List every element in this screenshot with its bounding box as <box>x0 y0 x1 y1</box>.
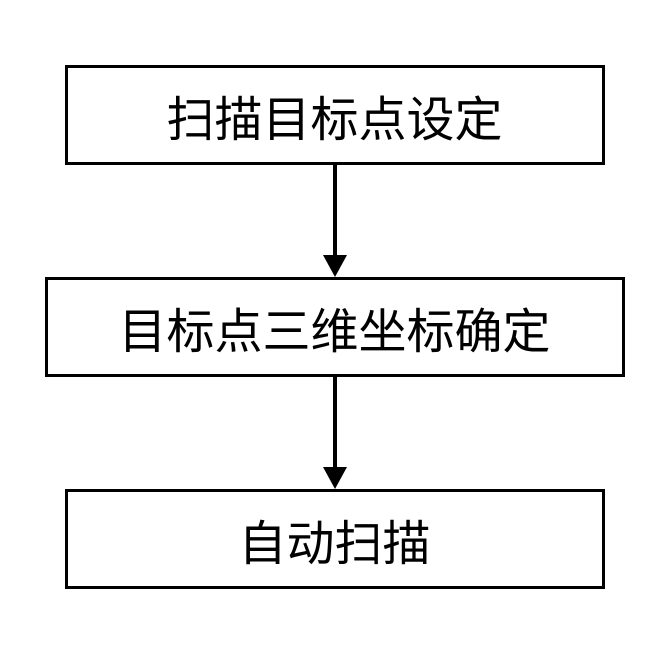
arrow-line-icon <box>333 165 337 255</box>
flowchart-node-1: 扫描目标点设定 <box>65 65 605 165</box>
flowchart-edge-2 <box>323 377 347 489</box>
flowchart-node-2: 目标点三维坐标确定 <box>45 277 625 377</box>
flowchart-edge-1 <box>323 165 347 277</box>
flowchart-node-3: 自动扫描 <box>65 489 605 589</box>
node-3-label: 自动扫描 <box>238 504 430 574</box>
arrow-head-icon <box>323 255 347 277</box>
arrow-head-icon <box>323 467 347 489</box>
arrow-line-icon <box>333 377 337 467</box>
flowchart-container: 扫描目标点设定 目标点三维坐标确定 自动扫描 <box>45 65 625 589</box>
node-2-label: 目标点三维坐标确定 <box>118 292 550 362</box>
node-1-label: 扫描目标点设定 <box>166 80 502 150</box>
